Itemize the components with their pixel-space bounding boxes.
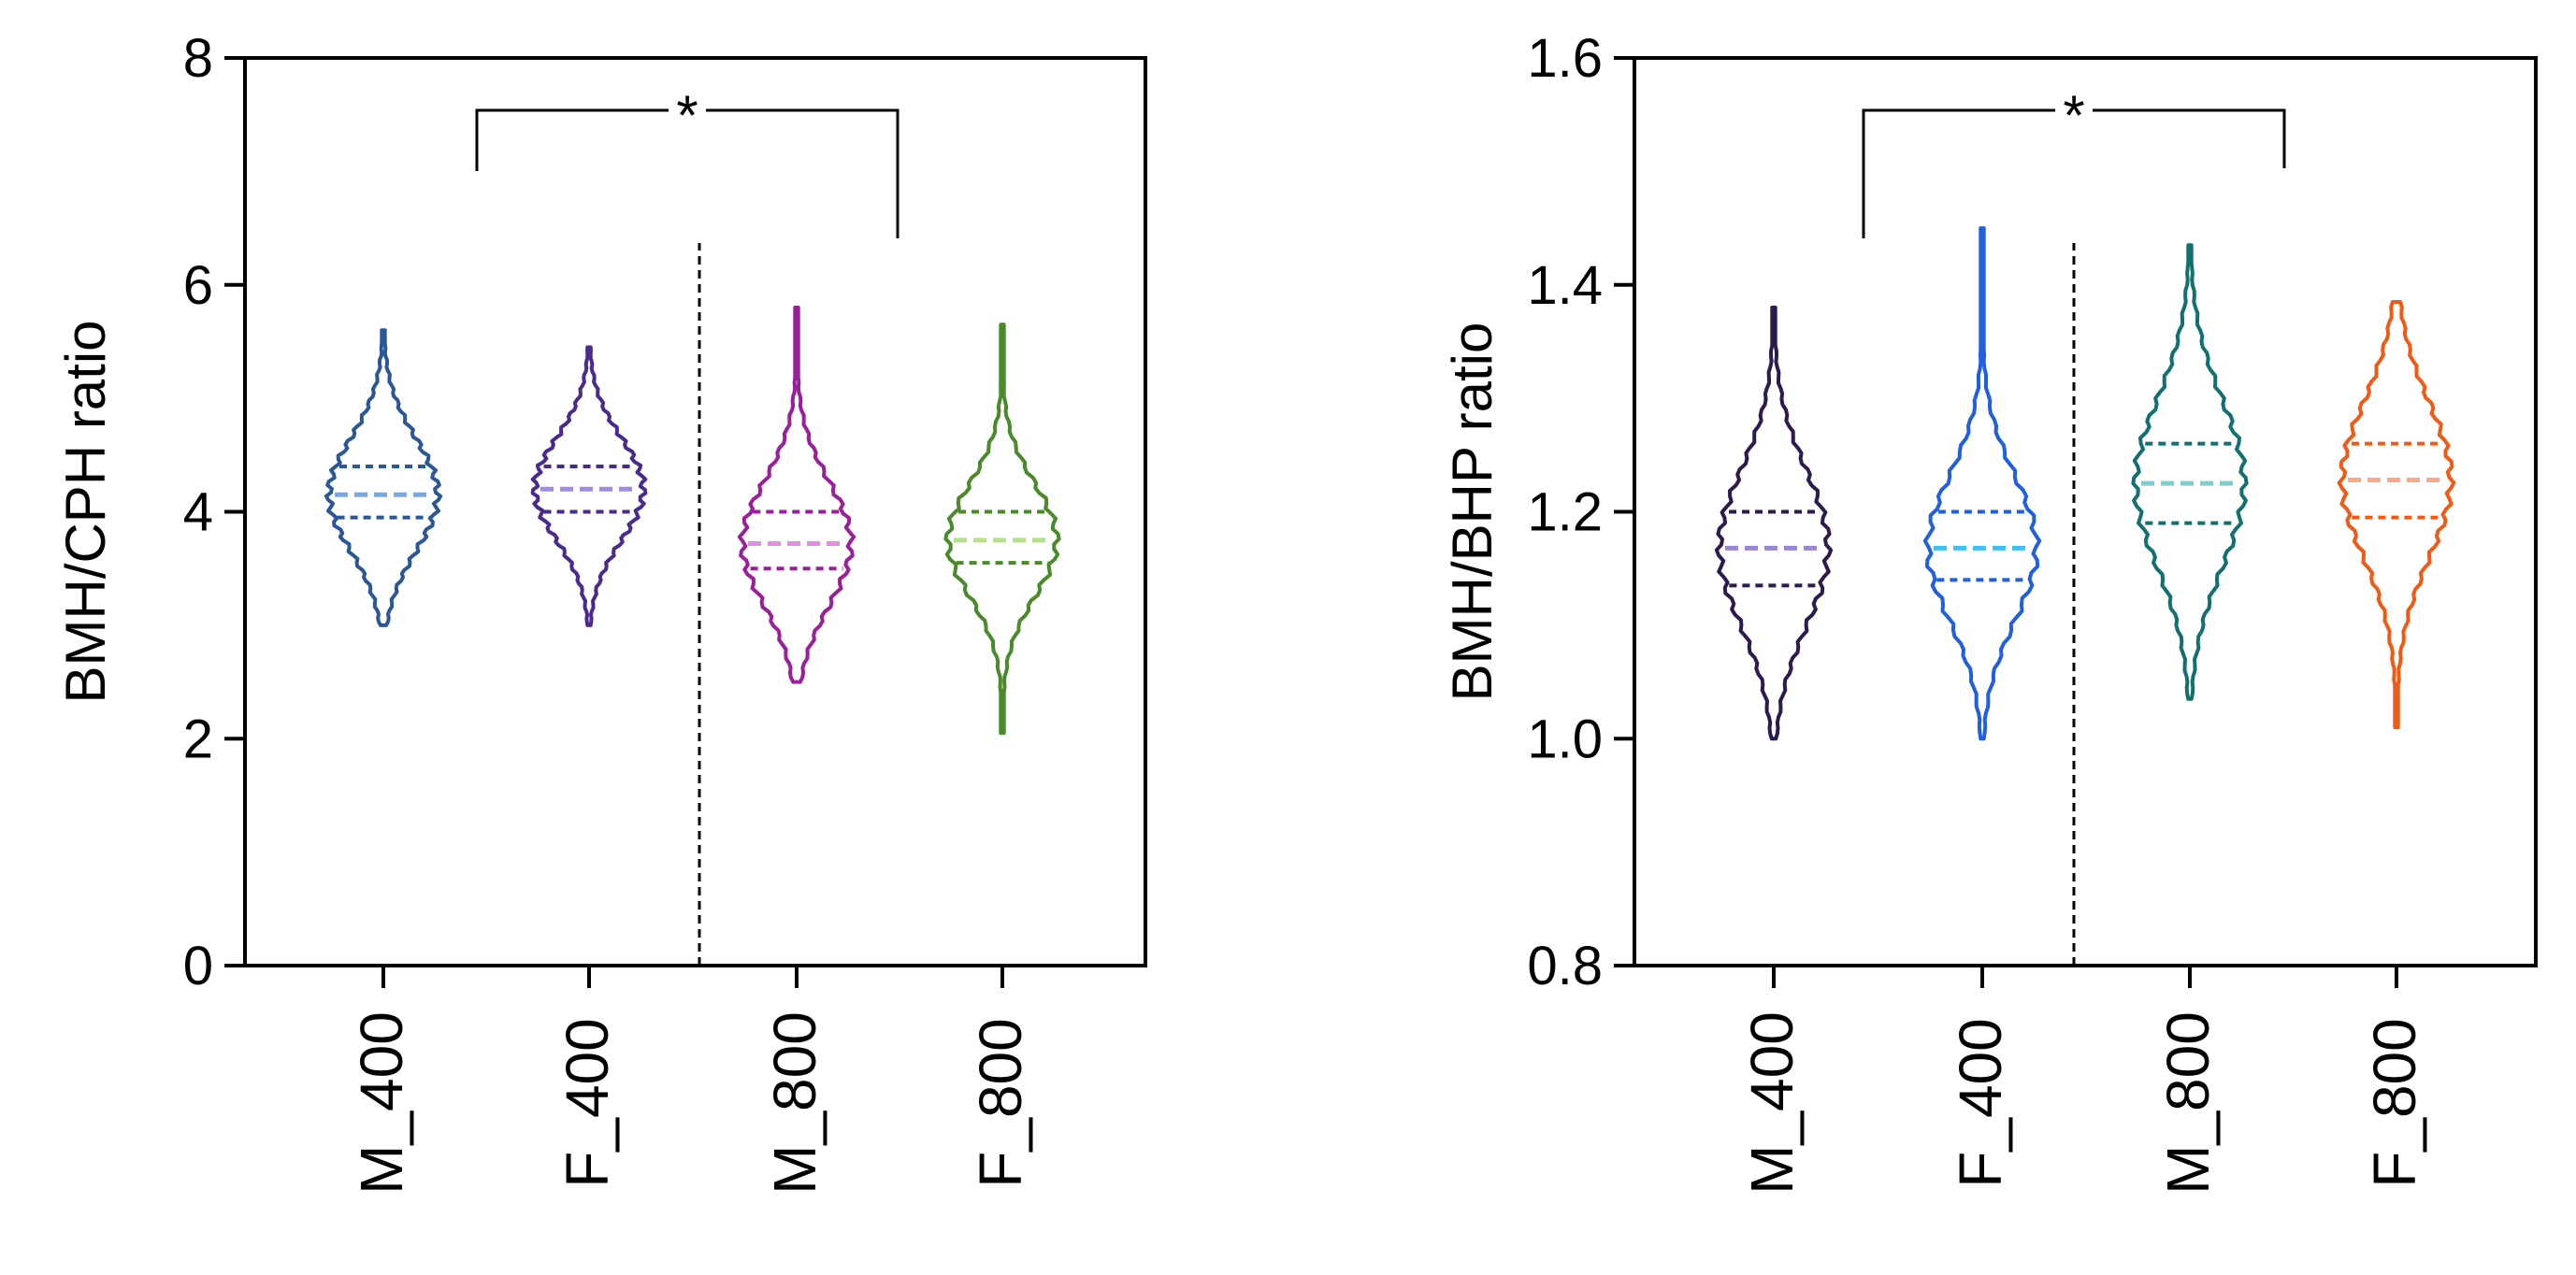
y-axis-label: BMH/CPH ratio bbox=[54, 320, 117, 703]
significance-star: * bbox=[2063, 84, 2084, 147]
x-category-label: F_400 bbox=[554, 1018, 621, 1187]
y-tick-label: 1.0 bbox=[1527, 709, 1603, 769]
y-tick-label: 4 bbox=[183, 482, 213, 543]
violin-outline bbox=[2131, 243, 2249, 701]
violin-M_800 bbox=[737, 306, 856, 684]
x-category-label: F_400 bbox=[1947, 1018, 2014, 1187]
y-tick-label: 1.2 bbox=[1527, 482, 1603, 543]
y-tick-label: 2 bbox=[183, 709, 213, 769]
x-category-label: M_400 bbox=[348, 1011, 415, 1195]
violin-outline bbox=[737, 306, 856, 684]
x-category-label: M_800 bbox=[2154, 1011, 2222, 1195]
violin-F_400 bbox=[1922, 226, 2042, 741]
plot-frame bbox=[243, 56, 1147, 967]
y-axis-label: BMH/BHP ratio bbox=[1441, 322, 1504, 702]
x-category-label: M_800 bbox=[761, 1011, 828, 1195]
significance-star: * bbox=[676, 84, 698, 147]
x-category-label: F_800 bbox=[967, 1018, 1034, 1187]
chart-panel-1: 0 2 4 6 8 BMH/CPH ratio M_400 F_400 M_800 F_800 * bbox=[54, 28, 1147, 1195]
violin-M_800 bbox=[2131, 243, 2249, 701]
chart-panel-2: 0.8 1.0 1.2 1.4 1.6 BMH/BHP ratio M_400 F_400 M_… bbox=[1441, 28, 2538, 1195]
violin-outline bbox=[1922, 226, 2042, 741]
bracket-line bbox=[1862, 108, 2286, 238]
y-tick-label: 0 bbox=[183, 936, 213, 996]
significance-bracket: * bbox=[475, 84, 899, 238]
x-category-label: F_800 bbox=[2361, 1018, 2428, 1187]
violin-M_400 bbox=[1714, 306, 1834, 741]
y-tick-label: 0.8 bbox=[1527, 936, 1603, 996]
bracket-line bbox=[475, 108, 899, 238]
plot-frame bbox=[1633, 56, 2538, 967]
y-tick-label: 1.4 bbox=[1527, 255, 1603, 316]
x-category-label: M_400 bbox=[1738, 1011, 1806, 1195]
violin-F_400 bbox=[530, 345, 648, 627]
y-tick-label: 8 bbox=[183, 28, 213, 89]
violin-outline bbox=[530, 345, 648, 627]
significance-bracket: * bbox=[1862, 84, 2286, 238]
violin-outline bbox=[1714, 306, 1834, 741]
violin-F_800 bbox=[2337, 299, 2456, 730]
violin-M_400 bbox=[324, 328, 443, 627]
violin-outline bbox=[2337, 299, 2456, 730]
violin-F_800 bbox=[943, 322, 1061, 736]
y-tick-label: 1.6 bbox=[1527, 28, 1603, 89]
y-tick-label: 6 bbox=[183, 255, 213, 316]
violin-outline bbox=[943, 322, 1061, 736]
violin-outline bbox=[324, 328, 443, 627]
